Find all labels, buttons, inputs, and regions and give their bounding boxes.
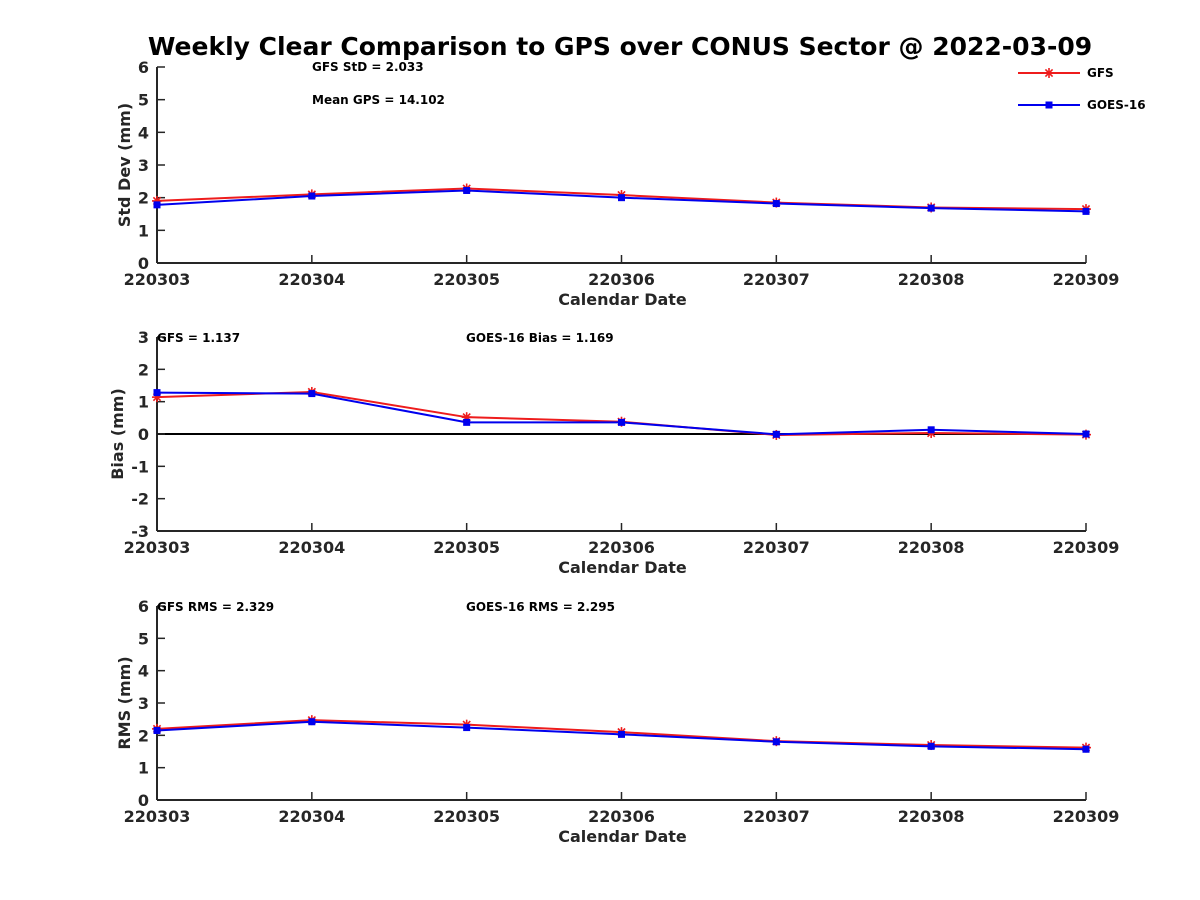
legend-marker [1045, 101, 1053, 109]
y-tick-label: 0 [138, 425, 149, 444]
data-point-goes-16 [772, 430, 780, 438]
data-point-goes-16 [772, 738, 780, 746]
data-point-goes-16 [153, 201, 161, 209]
x-tick-label: 220309 [1053, 270, 1120, 289]
data-point-goes-16 [153, 726, 161, 734]
data-point-goes-16 [463, 186, 471, 194]
y-tick-label: 2 [138, 726, 149, 745]
y-axis-label: Bias (mm) [108, 388, 127, 480]
y-tick-label: -2 [131, 490, 149, 509]
y-axis-label: Std Dev (mm) [115, 103, 134, 227]
x-tick-label: 220306 [588, 270, 655, 289]
x-tick-label: 220306 [588, 538, 655, 557]
x-tick-label: 220306 [588, 807, 655, 826]
y-tick-label: 2 [138, 360, 149, 379]
data-point-goes-16 [618, 194, 625, 202]
x-tick-label: 220304 [278, 807, 345, 826]
figure-title: Weekly Clear Comparison to GPS over CONU… [148, 32, 1092, 61]
y-tick-label: 6 [138, 597, 149, 616]
stat-annotation: Mean GPS = 14.102 [312, 93, 445, 107]
series-line-goes-16 [156, 391, 1087, 436]
data-point-goes-16 [618, 418, 625, 426]
data-point-goes-16 [308, 192, 316, 200]
stat-annotation: GFS RMS = 2.329 [157, 600, 274, 614]
stat-annotation: GFS StD = 2.033 [312, 60, 424, 74]
y-tick-label: -1 [131, 457, 149, 476]
x-tick-label: 220303 [124, 538, 191, 557]
y-tick-label: 4 [138, 123, 149, 142]
x-axis-label: Calendar Date [558, 558, 687, 577]
x-tick-label: 220308 [898, 807, 965, 826]
x-tick-label: 220303 [124, 270, 191, 289]
std-dev-panel: 0 1 2 3 4 5 6 220303 220304 220305 220306 220307 220… [115, 58, 1119, 309]
y-tick-label: 3 [138, 328, 149, 347]
data-point-goes-16 [153, 389, 161, 397]
legend-label: GFS [1087, 66, 1114, 80]
x-axis-label: Calendar Date [558, 827, 687, 846]
series-line-gfs [156, 390, 1087, 436]
y-tick-label: 3 [138, 694, 149, 713]
x-tick-label: 220309 [1053, 807, 1120, 826]
legend: GFS GOES-16 [1018, 66, 1146, 112]
x-tick-label: 220305 [433, 807, 500, 826]
x-tick-label: 220308 [898, 270, 965, 289]
y-tick-label: -3 [131, 522, 149, 541]
data-point-goes-16 [308, 390, 316, 398]
x-tick-label: 220303 [124, 807, 191, 826]
data-point-goes-16 [1082, 430, 1090, 438]
y-tick-label: 1 [138, 221, 149, 240]
x-axis-label: Calendar Date [558, 290, 687, 309]
data-point-goes-16 [927, 426, 935, 434]
stat-annotation: GFS = 1.137 [157, 331, 240, 345]
x-tick-label: 220307 [743, 270, 810, 289]
data-point-goes-16 [463, 724, 471, 732]
bias-panel: -3 -2 -1 0 1 2 3 220303 220304 220305 220306 220307… [108, 328, 1119, 577]
y-axis-label: RMS (mm) [115, 656, 134, 749]
x-tick-label: 220307 [743, 538, 810, 557]
x-tick-label: 220305 [433, 270, 500, 289]
y-tick-label: 1 [138, 393, 149, 412]
legend-marker [1044, 68, 1054, 78]
y-tick-label: 2 [138, 189, 149, 208]
x-tick-label: 220307 [743, 807, 810, 826]
y-tick-label: 3 [138, 156, 149, 175]
legend-label: GOES-16 [1087, 98, 1146, 112]
data-point-goes-16 [463, 418, 471, 426]
x-tick-label: 220309 [1053, 538, 1120, 557]
data-point-goes-16 [927, 742, 935, 750]
y-tick-label: 6 [138, 58, 149, 77]
x-tick-label: 220305 [433, 538, 500, 557]
y-tick-label: 1 [138, 759, 149, 778]
x-tick-label: 220304 [278, 538, 345, 557]
data-point-goes-16 [308, 718, 316, 726]
data-point-goes-16 [1082, 745, 1090, 753]
y-tick-label: 4 [138, 662, 149, 681]
y-tick-label: 0 [138, 791, 149, 810]
x-tick-label: 220308 [898, 538, 965, 557]
stat-annotation: GOES-16 Bias = 1.169 [466, 331, 614, 345]
x-tick-label: 220304 [278, 270, 345, 289]
data-point-goes-16 [927, 204, 935, 212]
rms-panel: 0 1 2 3 4 5 6 220303 220304 220305 220306 220307 220… [115, 597, 1119, 846]
stat-annotation: GOES-16 RMS = 2.295 [466, 600, 615, 614]
y-tick-label: 0 [138, 254, 149, 273]
data-point-goes-16 [1082, 207, 1090, 215]
y-tick-label: 5 [138, 629, 149, 648]
y-tick-label: 5 [138, 91, 149, 110]
data-point-goes-16 [618, 730, 625, 738]
data-point-goes-16 [772, 200, 780, 208]
